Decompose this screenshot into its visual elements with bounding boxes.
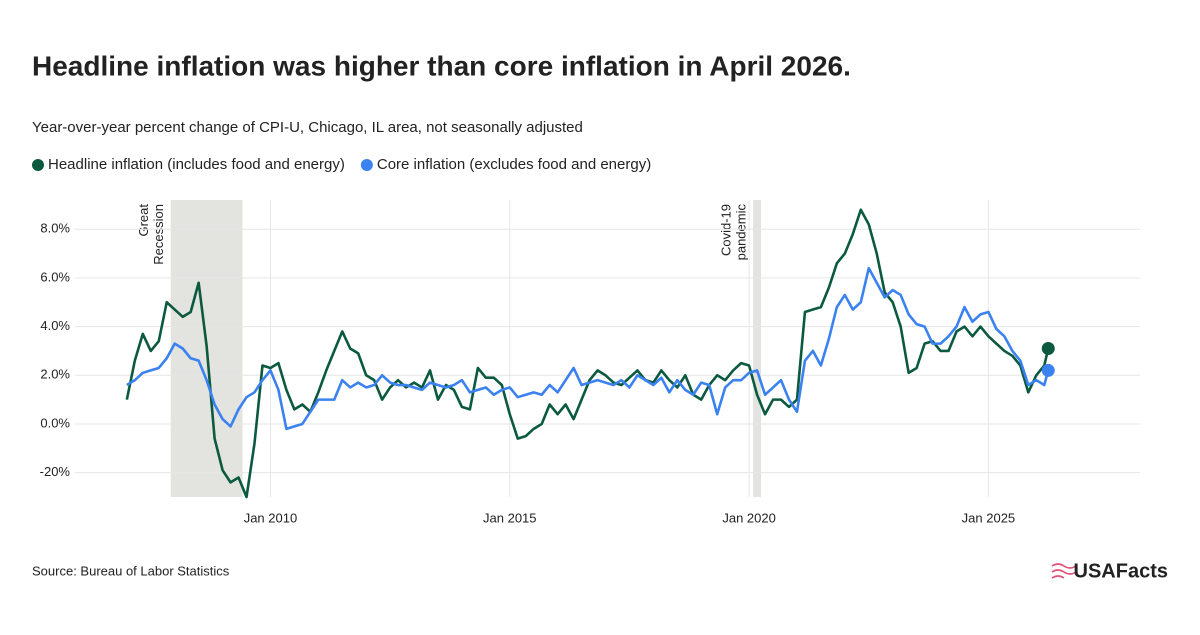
- brand-name: USAFacts: [1074, 560, 1168, 582]
- legend-label: Core inflation (excludes food and energy…: [377, 156, 651, 173]
- legend-swatch: [360, 159, 373, 171]
- legend-label: Headline inflation (includes food and en…: [48, 156, 345, 173]
- x-tick-label: Jan 2025: [962, 510, 1016, 525]
- end-point: [1041, 363, 1055, 377]
- y-tick-label: 8.0%: [40, 221, 70, 236]
- x-tick-label: Jan 2010: [244, 510, 298, 525]
- source: Source: Bureau of Labor Statistics: [32, 563, 230, 578]
- x-tick-label: Jan 2020: [722, 510, 776, 525]
- end-point: [1041, 342, 1055, 355]
- chart-title: Headline inflation was higher than core …: [32, 50, 851, 81]
- logo-icon: [1051, 563, 1077, 579]
- legend-swatch: [32, 159, 44, 171]
- x-tick-label: Jan 2015: [483, 510, 537, 525]
- period-label: Covid-19: [719, 204, 734, 256]
- y-tick-label: 0.0%: [40, 415, 70, 430]
- brand-logo: USAFacts: [1051, 560, 1168, 582]
- period-label: Recession: [151, 204, 166, 265]
- legend: Headline inflation (includes food and en…: [32, 156, 651, 173]
- y-tick-label: 6.0%: [40, 269, 70, 284]
- period-label: pandemic: [734, 204, 749, 261]
- y-tick-label: -20%: [40, 464, 71, 479]
- line-series: [126, 266, 1050, 431]
- y-tick-label: 2.0%: [40, 367, 70, 382]
- chart-subtitle: Year-over-year percent change of CPI-U, …: [32, 119, 583, 136]
- y-tick-label: 4.0%: [40, 318, 70, 333]
- period-label: Great: [136, 204, 151, 237]
- shaded-period: [753, 200, 762, 497]
- line-series: [125, 208, 1050, 499]
